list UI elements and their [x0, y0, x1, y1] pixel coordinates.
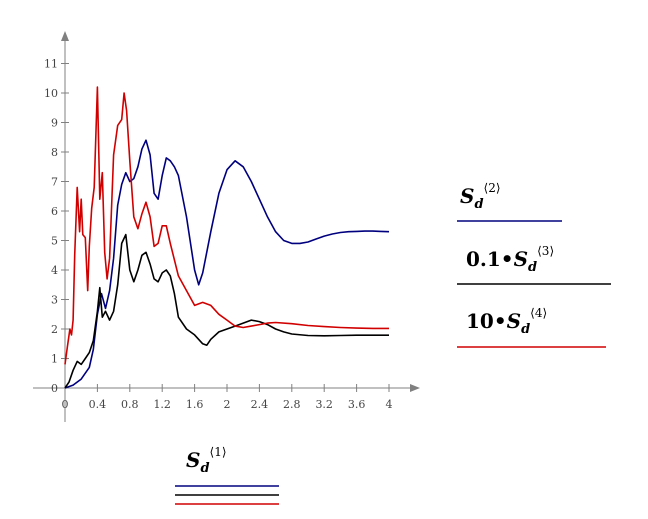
x-tick-label: 3.2: [315, 398, 333, 411]
x-tick-label: 2: [224, 398, 231, 411]
legend-bottom: Sd⟨1⟩: [175, 445, 279, 505]
x-tick-label: 0: [62, 398, 69, 411]
y-tick-label: 0: [51, 382, 58, 395]
y-tick-label: 5: [51, 235, 58, 248]
legend-label-2: Sd⟨2⟩: [460, 181, 501, 212]
legend-label-4: 10•Sd⟨4⟩: [466, 306, 547, 337]
y-axis-arrow: [61, 31, 69, 41]
legend-label-1: Sd⟨1⟩: [186, 445, 227, 476]
y-tick-label: 6: [51, 205, 58, 218]
y-tick-label: 7: [51, 176, 58, 189]
legend-label-3: 0.1•Sd⟨3⟩: [466, 244, 554, 275]
y-tick-label: 9: [51, 117, 58, 130]
x-tick-label: 3.6: [348, 398, 366, 411]
y-tick-label: 3: [51, 294, 58, 307]
chart-series: [64, 86, 390, 389]
x-tick-label: 1.6: [186, 398, 204, 411]
x-axis-arrow: [410, 384, 420, 392]
y-tick-label: 10: [44, 87, 58, 100]
y-tick-label: 11: [44, 58, 58, 71]
y-tick-label: 4: [51, 264, 58, 277]
x-tick-label: 2.4: [251, 398, 269, 411]
legend-right: Sd⟨2⟩ 0.1•Sd⟨3⟩ 10•Sd⟨4⟩: [457, 181, 611, 348]
x-tick-label: 0.8: [121, 398, 139, 411]
series-line-2: [64, 233, 389, 389]
y-tick-label: 1: [51, 353, 58, 366]
x-tick-label: 0.4: [89, 398, 107, 411]
x-tick-label: 1.2: [153, 398, 171, 411]
series-line-3: [64, 86, 389, 365]
series-line-1: [64, 139, 390, 389]
x-tick-label: 4: [386, 398, 393, 411]
chart-axes: 0 0.4 0.8 1.2 1.6 2 2.4 2.8 3.2 3.6 4 0 1 2 3 4 5 6 7 8 9 10 1…: [33, 31, 420, 422]
y-tick-label: 2: [51, 323, 58, 336]
y-tick-label: 8: [51, 146, 58, 159]
x-tick-label: 2.8: [283, 398, 301, 411]
